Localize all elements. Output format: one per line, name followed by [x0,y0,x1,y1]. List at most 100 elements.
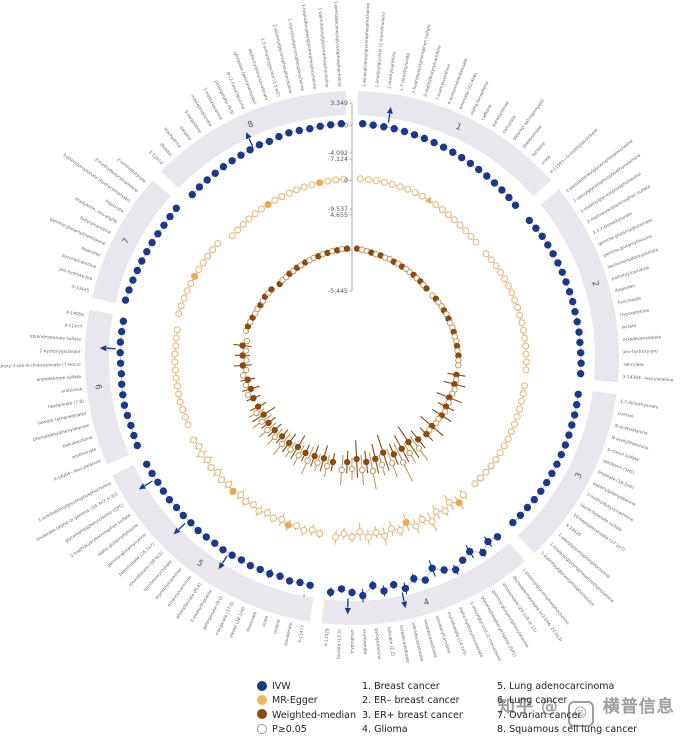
data-point [316,122,324,131]
data-point [388,180,396,188]
sector-number-3: 3 [574,471,585,480]
data-point [432,201,440,209]
data-point [576,370,585,378]
metabolite-label: stearoyl sphingomyelin [512,98,547,142]
metabolite-label: 7-alpha-hydroxy-3-oxo-4-cholestenoate (7… [0,362,81,370]
data-point [304,457,311,464]
data-point [369,467,376,474]
data-point [577,349,585,357]
data-point [415,445,423,452]
metabolite-label: 2-hydroxyglutarate [39,348,81,355]
data-point [133,266,142,275]
data-point [343,245,351,252]
mr-egger-dot-icon [257,694,267,705]
data-point [459,556,467,564]
data-point [482,250,490,258]
metabolite-label: heptanoate (7:0) [48,398,85,410]
data-point [390,581,398,589]
metabolite-label: 1,7-dimethylurate [620,399,660,411]
data-point [214,240,222,248]
metabolite-label: hexadecanedioate [422,619,439,659]
data-point [143,460,151,468]
data-point [311,452,318,460]
metabolite-label: X-13435 [71,284,90,294]
data-point [455,362,462,369]
metabolite-label: hippurate [104,198,125,214]
metabolite-label: stearidonate (18:4n3) [127,550,164,588]
data-point [573,401,581,409]
data-point [410,131,419,139]
data-point [159,487,168,495]
metabolite-label: gamma-glutamylvaline [106,532,148,569]
data-point [242,347,250,354]
data-point [340,530,348,538]
data-point [246,146,254,154]
data-point [516,311,524,319]
data-point [265,137,274,146]
arrow-head [386,106,393,114]
data-point [369,121,377,129]
data-point [577,359,585,367]
data-point [406,449,413,456]
data-point [211,169,219,178]
data-point [263,509,271,517]
legend-cancer-5: 5. Lung adenocarcinoma [497,681,615,692]
data-point [278,433,286,440]
data-point [239,220,247,228]
data-point [271,433,279,440]
axis-tick-label: 0 [344,177,348,184]
sector-number-5: 5 [194,558,204,569]
data-point [537,487,545,495]
data-point [257,205,265,213]
trend-line [178,243,219,314]
data-point [487,256,495,264]
data-point [348,588,356,597]
arrow-shaft [248,138,254,147]
data-point [166,212,174,221]
data-point [266,570,274,578]
data-point [256,565,264,574]
metabolite-label: laurate (12:0) [336,629,343,659]
data-point [187,280,195,287]
data-point [172,503,181,512]
data-point [482,468,490,476]
data-point [296,578,304,587]
legend-cancers-col1: 1. Breast cancer 2. ER– breast cancer 3.… [362,680,463,736]
data-point [228,157,236,165]
data-point [412,522,420,530]
data-point [364,176,372,184]
data-point [507,428,515,436]
data-point [324,177,332,185]
data-point [388,525,395,533]
data-point [438,206,446,214]
metabolite-label: pyroglutamine [373,628,382,660]
data-point [420,134,429,143]
data-point [508,289,516,297]
data-point [306,125,314,133]
sector-band-5 [112,464,314,622]
metabolite-label: X-14304—leucylalanine [623,374,674,383]
data-point [496,449,504,457]
data-point [356,528,364,536]
sector-number-2: 2 [589,280,600,288]
sector-band-4 [321,542,526,626]
data-point [172,204,181,213]
data-point [308,526,316,534]
legend-item-nonsig: P≥0.05 [257,723,356,736]
data-point [544,241,552,249]
data-point [228,232,236,240]
data-point [415,436,422,443]
metabolite-label: salicylate [501,114,518,135]
data-point [179,511,188,520]
watermark-at: @ [540,697,559,717]
metabolite-label: octadecanedioate [623,334,662,343]
data-point [177,302,185,310]
data-point [372,529,380,536]
data-point [484,537,492,546]
metabolite-label: X-12510 [147,149,164,166]
data-point [452,566,460,574]
data-point [405,438,412,446]
data-point [570,411,579,419]
data-point [516,511,525,519]
